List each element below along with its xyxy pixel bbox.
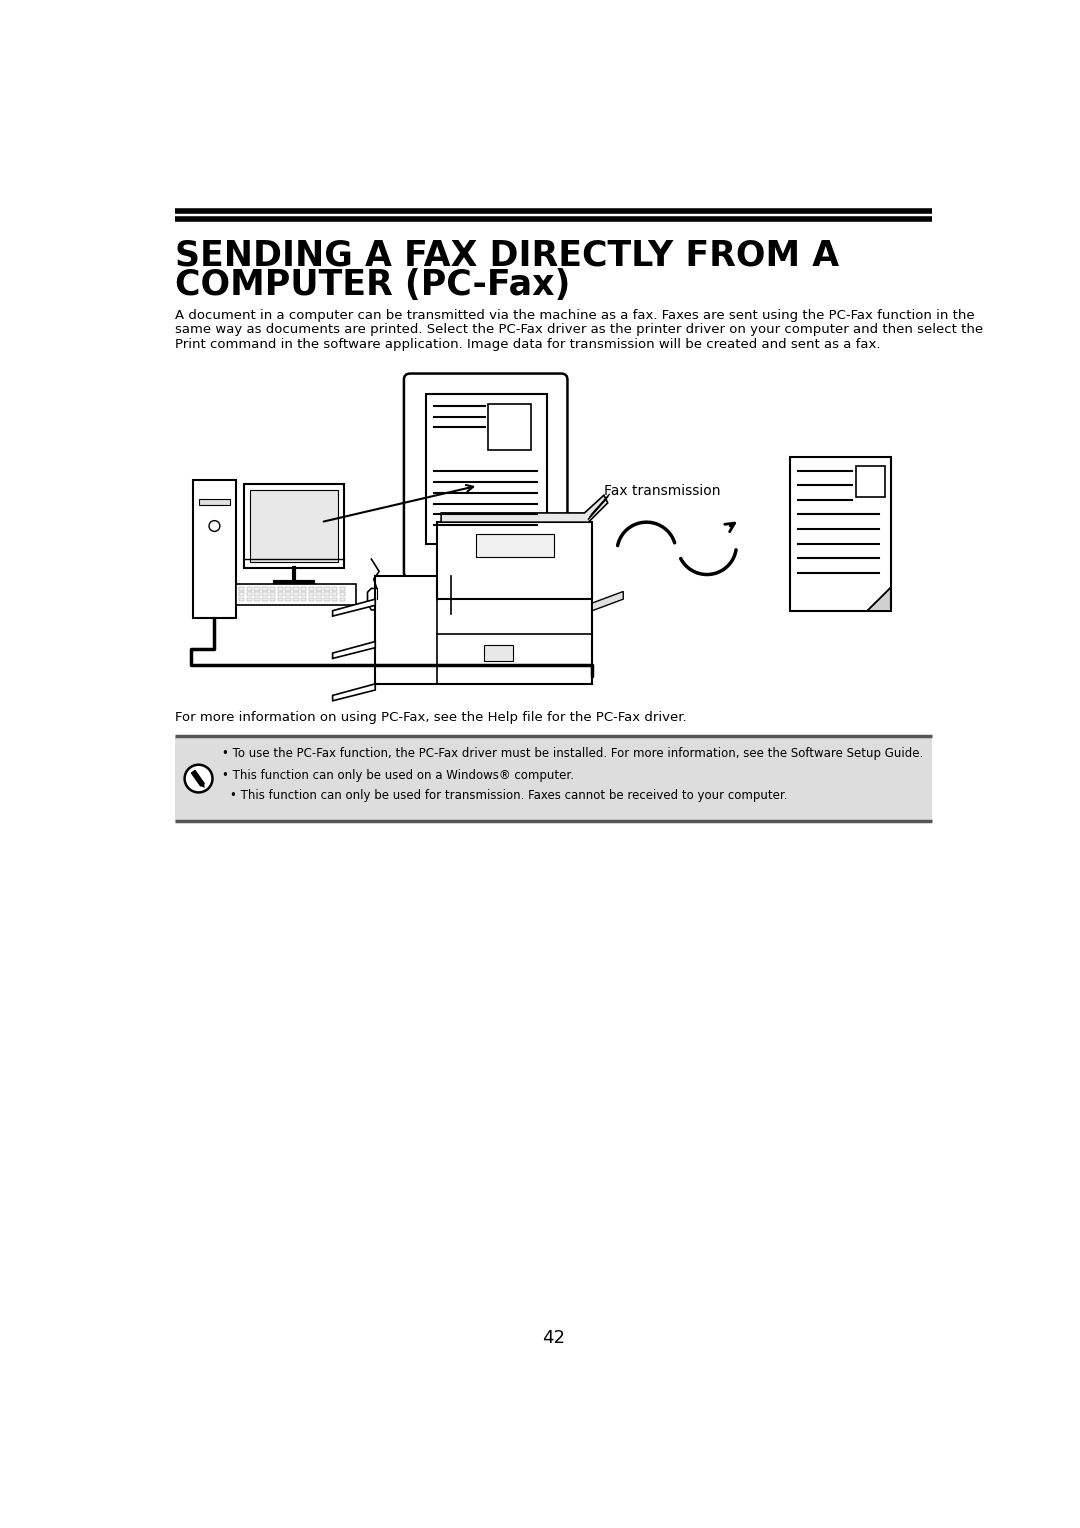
- Bar: [262, 593, 268, 596]
- Bar: [285, 597, 291, 602]
- Bar: [239, 593, 244, 596]
- Bar: [324, 597, 329, 602]
- Bar: [324, 587, 329, 591]
- Bar: [278, 593, 283, 596]
- Text: • This function can only be used on a Windows® computer.: • This function can only be used on a Wi…: [221, 769, 573, 781]
- Bar: [301, 587, 307, 591]
- FancyBboxPatch shape: [404, 373, 567, 579]
- Bar: [255, 597, 260, 602]
- FancyBboxPatch shape: [488, 403, 531, 449]
- Bar: [309, 597, 314, 602]
- Text: same way as documents are printed. Select the PC-Fax driver as the printer drive: same way as documents are printed. Selec…: [175, 324, 984, 336]
- Polygon shape: [441, 495, 608, 523]
- Bar: [246, 597, 252, 602]
- FancyBboxPatch shape: [789, 457, 891, 611]
- FancyBboxPatch shape: [855, 466, 886, 497]
- Bar: [293, 597, 298, 602]
- Text: Fax transmission: Fax transmission: [604, 484, 720, 498]
- FancyBboxPatch shape: [175, 736, 932, 821]
- Text: 42: 42: [542, 1329, 565, 1348]
- Text: Print command in the software application. Image data for transmission will be c: Print command in the software applicatio…: [175, 338, 881, 351]
- Bar: [285, 593, 291, 596]
- Bar: [262, 597, 268, 602]
- Bar: [339, 587, 345, 591]
- FancyBboxPatch shape: [243, 484, 345, 568]
- Bar: [309, 587, 314, 591]
- Bar: [332, 587, 337, 591]
- Bar: [316, 593, 322, 596]
- Polygon shape: [367, 588, 387, 610]
- Text: • To use the PC-Fax function, the PC-Fax driver must be installed. For more info: • To use the PC-Fax function, the PC-Fax…: [221, 747, 923, 759]
- Polygon shape: [333, 599, 375, 616]
- Bar: [270, 593, 275, 596]
- Bar: [270, 587, 275, 591]
- Bar: [332, 597, 337, 602]
- FancyBboxPatch shape: [200, 500, 230, 506]
- Bar: [316, 587, 322, 591]
- Bar: [293, 587, 298, 591]
- Circle shape: [210, 521, 220, 532]
- Text: A document in a computer can be transmitted via the machine as a fax. Faxes are : A document in a computer can be transmit…: [175, 309, 975, 322]
- Bar: [246, 593, 252, 596]
- Text: SENDING A FAX DIRECTLY FROM A: SENDING A FAX DIRECTLY FROM A: [175, 238, 839, 274]
- Bar: [309, 593, 314, 596]
- Bar: [239, 597, 244, 602]
- Bar: [278, 597, 283, 602]
- Polygon shape: [201, 784, 204, 788]
- Text: For more information on using PC-Fax, see the Help file for the PC-Fax driver.: For more information on using PC-Fax, se…: [175, 711, 687, 724]
- Bar: [301, 593, 307, 596]
- Polygon shape: [592, 591, 623, 611]
- Bar: [255, 593, 260, 596]
- Bar: [293, 593, 298, 596]
- FancyBboxPatch shape: [427, 394, 546, 544]
- FancyBboxPatch shape: [484, 645, 513, 660]
- Polygon shape: [333, 642, 375, 659]
- Bar: [316, 597, 322, 602]
- Bar: [339, 593, 345, 596]
- Bar: [278, 587, 283, 591]
- Polygon shape: [191, 770, 204, 785]
- Polygon shape: [867, 588, 891, 611]
- Text: • This function can only be used for transmission. Faxes cannot be received to y: • This function can only be used for tra…: [230, 788, 787, 802]
- FancyBboxPatch shape: [437, 523, 592, 599]
- FancyBboxPatch shape: [249, 490, 338, 562]
- Bar: [324, 593, 329, 596]
- Bar: [255, 587, 260, 591]
- Text: COMPUTER (PC-Fax): COMPUTER (PC-Fax): [175, 267, 570, 303]
- Bar: [239, 587, 244, 591]
- Bar: [270, 597, 275, 602]
- Bar: [285, 587, 291, 591]
- Bar: [339, 597, 345, 602]
- FancyBboxPatch shape: [235, 584, 356, 605]
- Bar: [301, 597, 307, 602]
- Circle shape: [185, 764, 213, 793]
- FancyBboxPatch shape: [476, 533, 554, 556]
- Polygon shape: [333, 685, 375, 701]
- Bar: [332, 593, 337, 596]
- Bar: [246, 587, 252, 591]
- FancyBboxPatch shape: [193, 480, 235, 619]
- FancyBboxPatch shape: [375, 576, 592, 685]
- Bar: [262, 587, 268, 591]
